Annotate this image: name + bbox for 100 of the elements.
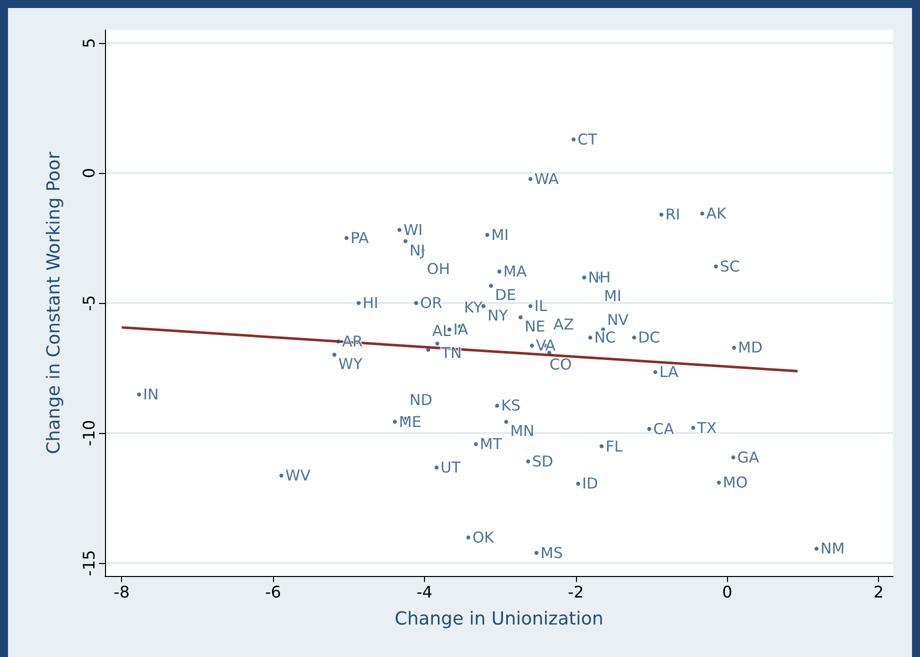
data-label: OH [426,260,450,278]
point [653,370,658,374]
data-label: WY [338,355,364,374]
point [466,536,470,540]
data-label: MA [503,262,528,281]
data-label: ID [582,474,598,493]
point [332,352,336,357]
data-label: CA [653,420,675,438]
point [497,270,502,274]
data-label: HI [362,294,378,312]
data-label: VA [536,336,556,355]
point [356,301,361,305]
point [700,212,704,216]
point [647,426,652,431]
data-label: GA [737,448,760,466]
point [474,442,478,446]
y-tick-label: 0 [80,168,98,178]
data-label: MO [722,474,748,492]
x-axis-title: Change in Unionization [394,608,604,630]
data-label: WV [285,466,312,485]
data-label: UT [440,458,462,477]
point [504,420,508,424]
data-label: NE [524,318,546,336]
data-label: AZ [553,316,574,334]
data-label: MT [480,435,503,454]
point [632,336,636,340]
data-label: WI [403,220,423,239]
point [392,420,397,424]
point [336,339,340,344]
point [344,236,348,240]
point [489,284,494,288]
data-label: DC [638,328,660,347]
data-label: IA [453,320,469,339]
data-label: SD [532,452,554,470]
data-label: LA [659,363,680,382]
data-label: CT [578,130,598,148]
point [404,239,408,244]
point [731,455,736,460]
data-label: IN [143,386,159,404]
point [528,176,532,181]
point [485,232,490,237]
data-label: TX [696,418,717,437]
data-label: MD [738,338,763,357]
data-label: MI [604,287,622,306]
point [732,346,736,350]
point [397,228,402,232]
data-label: FL [606,437,624,456]
data-label: AK [706,204,728,223]
data-label: SC [720,257,740,276]
data-label: MI [491,226,509,244]
y-axis-title: Change in Constant Working Poor [44,151,64,454]
point [279,474,284,478]
data-label: NY [487,306,509,324]
data-label: NV [607,311,630,330]
y-tick-label: -5 [80,295,98,311]
data-label: AL [432,322,452,340]
point [414,301,418,305]
data-label: NM [820,540,845,558]
point [572,137,576,142]
x-tick-label: -2 [568,582,584,602]
point [518,315,523,320]
x-tick-label: 2 [874,582,884,602]
point [495,404,500,408]
point [534,550,538,555]
point [714,264,718,268]
point [528,304,532,308]
data-label: ND [410,391,432,409]
data-label: NJ [410,241,426,260]
data-label: KY [464,298,484,317]
data-label: WA [534,170,560,188]
point [137,392,142,397]
point [691,426,696,430]
data-label: IL [534,297,548,316]
data-label: NH [588,268,611,287]
point [426,348,430,352]
data-label: DE [495,286,516,304]
x-tick-label: -4 [416,582,432,602]
x-tick-label: 0 [722,582,732,602]
point [435,342,440,346]
point [530,344,534,348]
point [434,466,439,470]
point [588,336,592,340]
y-tick-label: 5 [80,38,98,48]
point [576,482,580,486]
data-label: OR [420,294,442,312]
point [716,480,721,485]
x-tick-label: -8 [114,582,130,602]
x-tick-label: -6 [265,582,282,602]
data-label: RI [665,206,680,224]
data-label: CO [550,355,572,374]
data-label: MS [540,544,563,562]
data-label: OK [472,528,496,547]
point [547,350,552,355]
data-label: MN [510,422,534,440]
point [582,276,586,280]
point [526,459,530,464]
data-label: KS [501,396,520,415]
data-label: PA [350,229,370,247]
point [814,546,819,551]
y-tick-label: -15 [80,550,98,576]
